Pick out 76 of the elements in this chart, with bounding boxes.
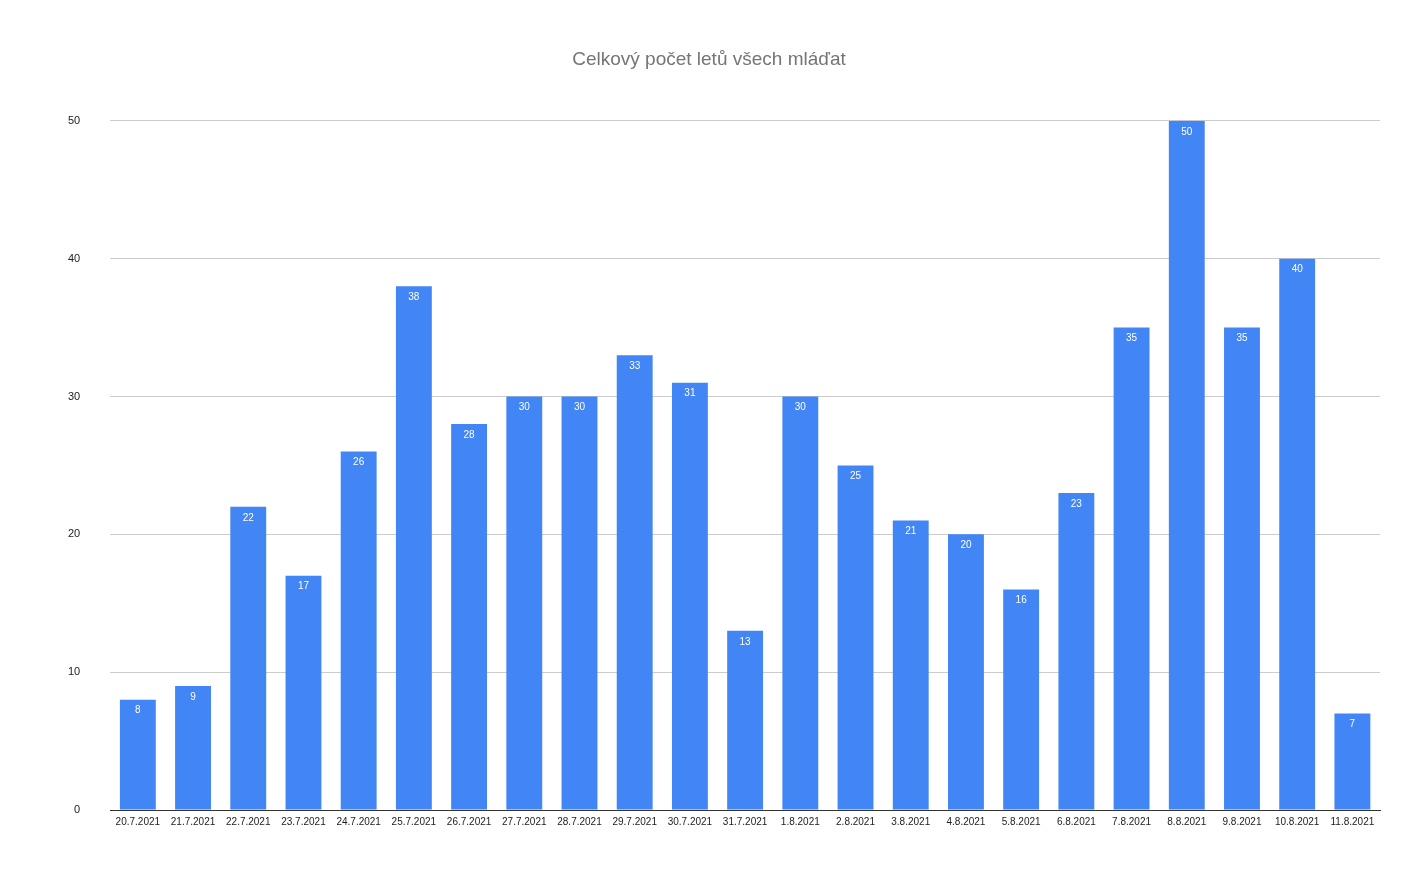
bar — [1168, 120, 1205, 810]
data-label: 8 — [135, 704, 142, 716]
x-tick-label: 2.8.2021 — [836, 815, 876, 827]
bar — [948, 534, 984, 810]
x-tick-label: 31.7.2021 — [722, 815, 768, 827]
bar — [561, 396, 598, 810]
data-label: 40 — [1291, 263, 1304, 275]
data-label: 17 — [297, 580, 310, 592]
bar — [1003, 589, 1040, 810]
bar — [175, 685, 211, 810]
x-tick-label: 30.7.2021 — [667, 815, 713, 827]
x-tick-label: 9.8.2021 — [1222, 815, 1262, 827]
bar — [285, 575, 322, 810]
x-tick-label: 28.7.2021 — [557, 815, 603, 827]
x-tick-label: 27.7.2021 — [502, 815, 547, 827]
x-tick-label: 29.7.2021 — [612, 815, 658, 827]
x-tick-label: 23.7.2021 — [281, 815, 327, 827]
y-tick-label: 0 — [74, 803, 81, 816]
x-tick-label: 4.8.2021 — [946, 815, 986, 827]
bar — [892, 520, 929, 810]
x-tick-label: 1.8.2021 — [780, 815, 821, 827]
y-tick-label: 20 — [67, 527, 81, 540]
x-tick-label: 26.7.2021 — [446, 815, 492, 827]
x-tick-label: 5.8.2021 — [1001, 815, 1042, 827]
data-label: 35 — [1236, 332, 1248, 344]
bar — [1334, 713, 1371, 810]
bar — [671, 382, 708, 810]
bar — [506, 396, 543, 810]
chart-title: Celkový počet letů všech mláďat — [572, 47, 847, 69]
x-tick-label: 21.7.2021 — [170, 815, 216, 827]
data-label: 9 — [190, 690, 197, 702]
x-tick-label: 11.8.2021 — [1330, 815, 1375, 827]
bar — [1058, 492, 1095, 810]
x-tick-label: 20.7.2021 — [115, 815, 161, 827]
data-label: 50 — [1181, 125, 1193, 137]
y-tick-label: 10 — [67, 665, 81, 678]
x-tick-label: 6.8.2021 — [1056, 815, 1097, 827]
data-label: 16 — [1015, 594, 1028, 606]
data-label: 28 — [463, 428, 476, 440]
data-label: 38 — [408, 290, 420, 302]
x-tick-label: 10.8.2021 — [1274, 815, 1320, 827]
data-label: 31 — [684, 387, 696, 399]
data-label: 30 — [518, 401, 531, 413]
data-label: 25 — [849, 470, 862, 482]
bar — [451, 424, 488, 810]
data-label: 20 — [960, 539, 972, 551]
x-tick-label: 3.8.2021 — [891, 815, 931, 827]
bar — [230, 506, 267, 810]
data-label: 21 — [905, 525, 917, 537]
x-tick-label: 7.8.2021 — [1112, 815, 1152, 827]
y-tick-label: 40 — [67, 251, 81, 264]
data-label: 30 — [573, 401, 586, 413]
data-label: 13 — [739, 635, 752, 647]
x-tick-label: 8.8.2021 — [1167, 815, 1207, 827]
data-label: 26 — [353, 456, 365, 468]
bar — [1224, 327, 1260, 810]
bar — [782, 396, 819, 810]
bar — [727, 630, 764, 810]
data-label: 33 — [629, 359, 641, 371]
bar — [1113, 327, 1150, 810]
data-label: 23 — [1070, 497, 1083, 509]
data-label: 30 — [794, 401, 807, 413]
x-tick-label: 24.7.2021 — [336, 815, 382, 827]
bar — [340, 451, 377, 810]
bar — [119, 699, 156, 810]
y-tick-label: 50 — [67, 113, 81, 126]
data-label: 35 — [1126, 332, 1138, 344]
bar — [395, 286, 432, 810]
bar — [616, 355, 653, 810]
y-tick-label: 30 — [67, 389, 81, 402]
data-label: 7 — [1349, 718, 1356, 730]
x-tick-label: 25.7.2021 — [391, 815, 437, 827]
bar — [1279, 258, 1316, 810]
data-label: 22 — [242, 511, 255, 523]
x-tick-label: 22.7.2021 — [226, 815, 271, 827]
bar — [837, 465, 874, 810]
